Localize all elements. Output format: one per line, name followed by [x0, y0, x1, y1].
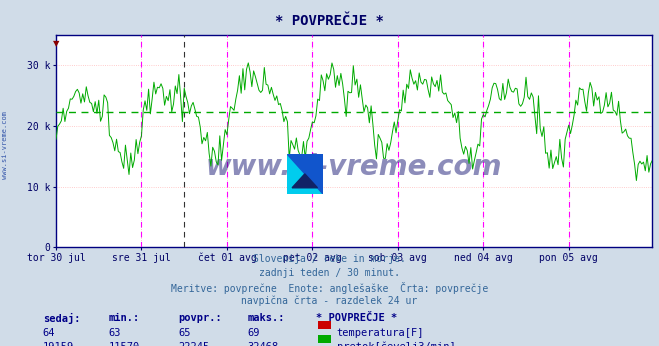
- Polygon shape: [287, 154, 323, 194]
- Text: 64: 64: [43, 328, 55, 338]
- Text: 19159: 19159: [43, 342, 74, 346]
- Text: * POVPREČJE *: * POVPREČJE *: [316, 313, 397, 323]
- Text: 69: 69: [247, 328, 260, 338]
- Text: ▼: ▼: [53, 39, 59, 48]
- Text: 65: 65: [178, 328, 190, 338]
- Text: pretok[čevelj3/min]: pretok[čevelj3/min]: [337, 342, 455, 346]
- Text: temperatura[F]: temperatura[F]: [337, 328, 424, 338]
- Text: 32468: 32468: [247, 342, 278, 346]
- Text: navpična črta - razdelek 24 ur: navpična črta - razdelek 24 ur: [241, 296, 418, 306]
- Polygon shape: [292, 174, 318, 188]
- Text: 22245: 22245: [178, 342, 209, 346]
- Text: * POVPREČJE *: * POVPREČJE *: [275, 14, 384, 28]
- Text: zadnji teden / 30 minut.: zadnji teden / 30 minut.: [259, 268, 400, 278]
- Text: min.:: min.:: [109, 313, 140, 323]
- Text: 11570: 11570: [109, 342, 140, 346]
- Text: 63: 63: [109, 328, 121, 338]
- Text: sedaj:: sedaj:: [43, 313, 80, 324]
- Text: Slovenija / reke in morje.: Slovenija / reke in morje.: [253, 254, 406, 264]
- Text: maks.:: maks.:: [247, 313, 285, 323]
- Text: www.si-vreme.com: www.si-vreme.com: [2, 111, 9, 179]
- Text: www.si-vreme.com: www.si-vreme.com: [206, 153, 502, 181]
- Text: povpr.:: povpr.:: [178, 313, 221, 323]
- Polygon shape: [287, 154, 323, 194]
- Text: Meritve: povprečne  Enote: anglešaške  Črta: povprečje: Meritve: povprečne Enote: anglešaške Črt…: [171, 282, 488, 294]
